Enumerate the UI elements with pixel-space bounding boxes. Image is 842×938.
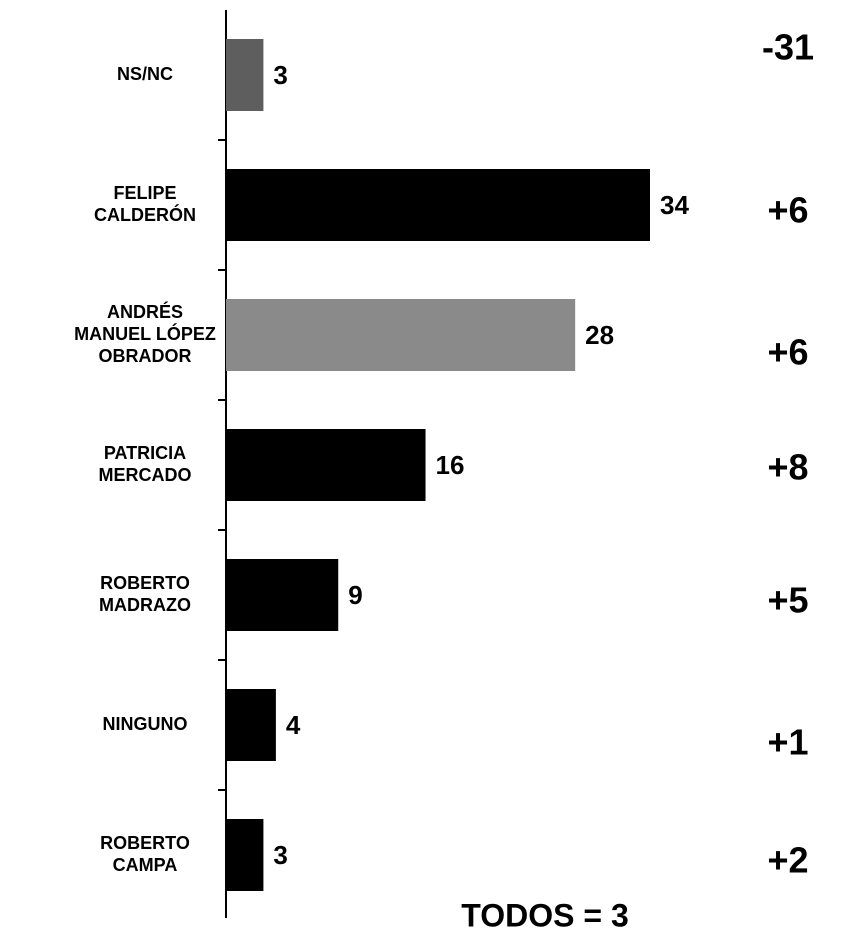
value-label: 28	[585, 320, 614, 350]
change-label: -31	[762, 27, 814, 68]
bar	[226, 169, 650, 241]
bar	[226, 429, 426, 501]
value-label: 34	[660, 190, 689, 220]
bar	[226, 299, 576, 371]
value-label: 16	[436, 450, 465, 480]
value-label: 9	[348, 580, 362, 610]
change-label: +5	[767, 580, 808, 621]
category-label: MERCADO	[99, 465, 192, 485]
change-label: +8	[767, 447, 808, 488]
value-label: 3	[273, 60, 287, 90]
category-label: ANDRÉS	[107, 301, 183, 322]
bar	[226, 39, 264, 111]
category-label: FELIPE	[113, 183, 176, 203]
bar	[226, 559, 339, 631]
change-label: +1	[767, 722, 808, 763]
change-label: +6	[767, 190, 808, 231]
bar	[226, 689, 276, 761]
change-label: +2	[767, 840, 808, 881]
category-label: CAMPA	[113, 855, 178, 875]
category-label: ROBERTO	[100, 833, 190, 853]
category-label: MANUEL LÓPEZ	[74, 323, 216, 344]
change-label: +6	[767, 332, 808, 373]
annotation: TODOS = 3	[461, 897, 628, 933]
bar	[226, 819, 264, 891]
category-label: CALDERÓN	[94, 204, 196, 225]
category-label: NINGUNO	[103, 714, 188, 734]
category-label: PATRICIA	[104, 443, 186, 463]
category-label: OBRADOR	[99, 346, 192, 366]
category-label: MADRAZO	[99, 595, 191, 615]
value-label: 3	[273, 840, 287, 870]
category-label: ROBERTO	[100, 573, 190, 593]
category-label: NS/NC	[117, 64, 173, 84]
value-label: 4	[286, 710, 301, 740]
